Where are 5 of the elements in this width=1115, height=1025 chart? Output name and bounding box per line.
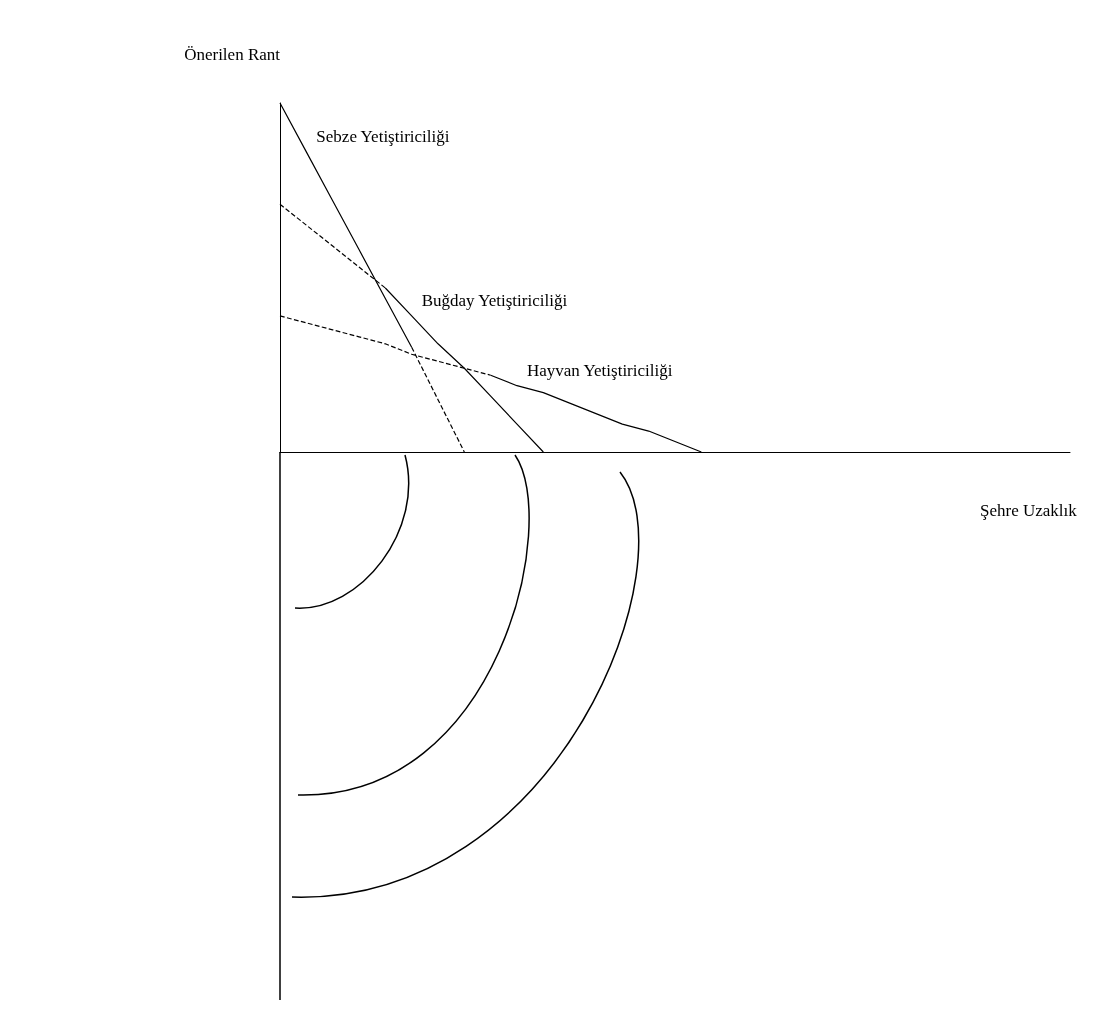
series-label: Hayvan Yetiştiriciliği xyxy=(527,360,673,380)
x-axis-title: Şehre Uzaklık xyxy=(980,501,1078,520)
series-label: Buğday Yetiştiriciliği xyxy=(421,290,568,310)
series-label: Sebze Yetiştiriciliği xyxy=(316,126,450,146)
y-axis-title: Önerilen Rant xyxy=(184,45,281,64)
